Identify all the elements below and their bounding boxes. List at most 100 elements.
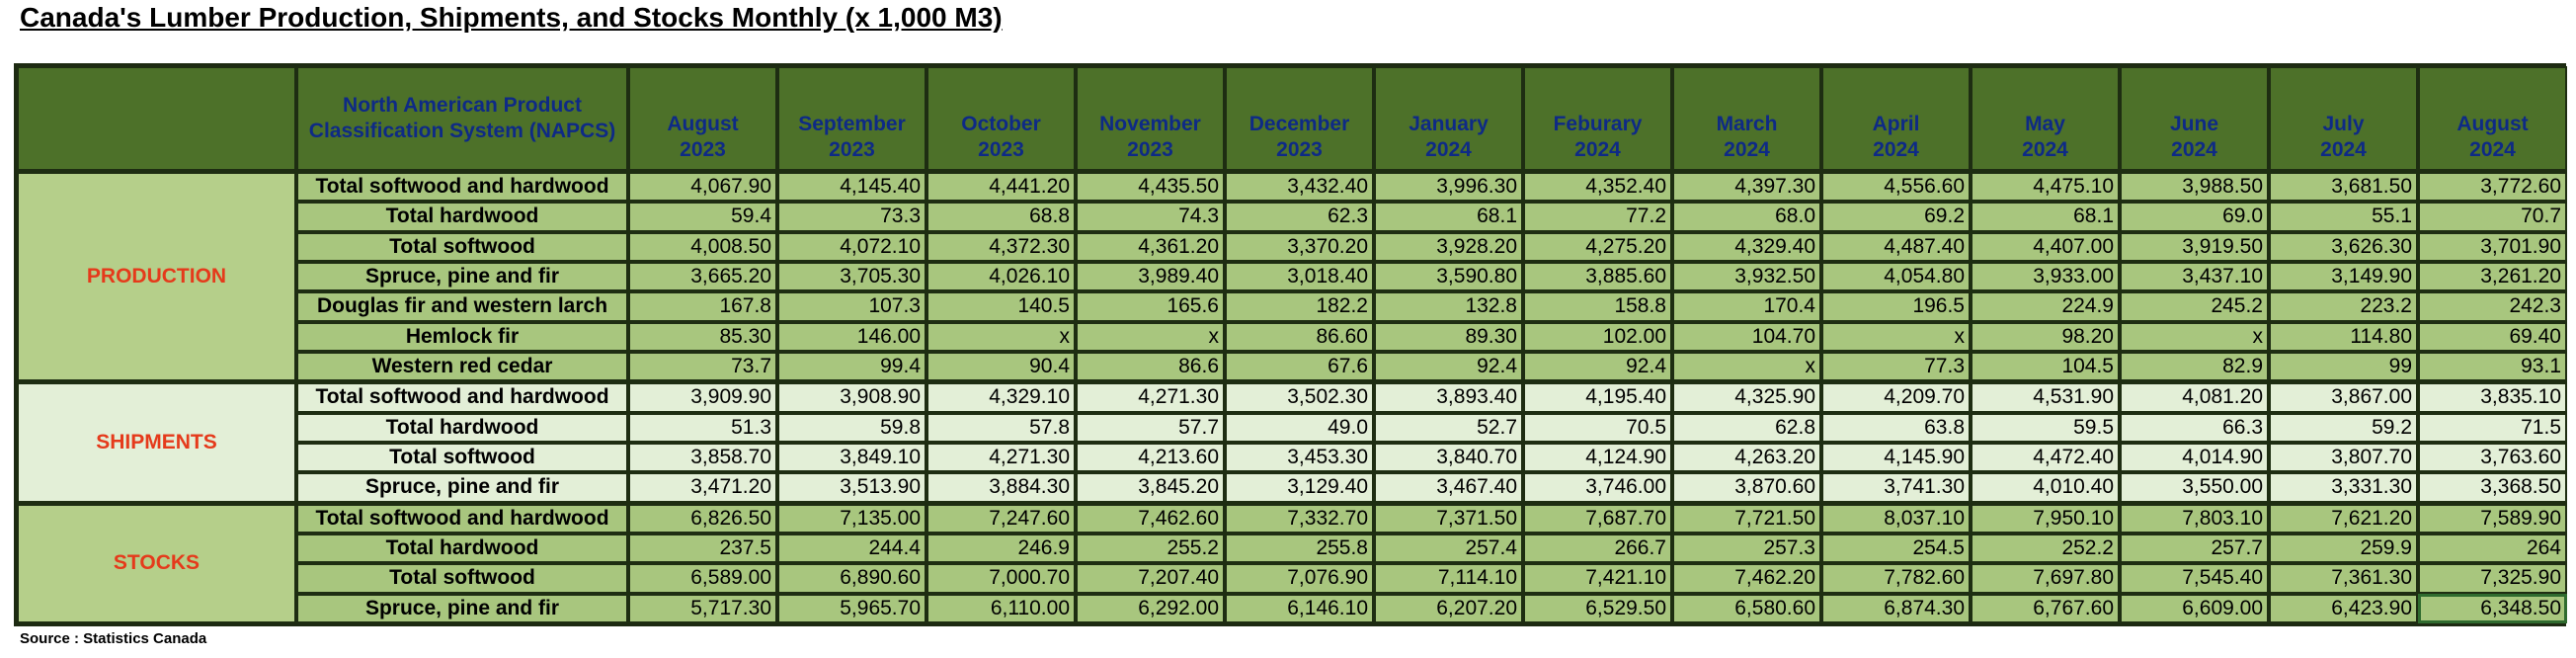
value-cell[interactable]: 3,840.70: [1374, 442, 1523, 473]
value-cell[interactable]: 140.5: [926, 291, 1076, 322]
value-cell[interactable]: 4,271.30: [1076, 381, 1225, 413]
value-cell[interactable]: 7,361.30: [2269, 563, 2418, 594]
value-cell[interactable]: 264: [2418, 534, 2567, 564]
value-cell[interactable]: 7,247.60: [926, 502, 1076, 534]
value-cell[interactable]: 7,687.70: [1523, 502, 1672, 534]
value-cell[interactable]: 66.3: [2120, 412, 2269, 443]
value-cell[interactable]: 3,471.20: [628, 472, 777, 503]
value-cell[interactable]: 7,462.20: [1672, 563, 1821, 594]
value-cell[interactable]: 3,261.20: [2418, 261, 2567, 292]
value-cell[interactable]: 3,772.60: [2418, 171, 2567, 203]
value-cell[interactable]: 4,010.40: [1971, 472, 2120, 503]
value-cell[interactable]: 4,026.10: [926, 261, 1076, 292]
value-cell[interactable]: 3,701.90: [2418, 231, 2567, 262]
value-cell[interactable]: 4,008.50: [628, 231, 777, 262]
value-cell[interactable]: 257.3: [1672, 534, 1821, 564]
value-cell[interactable]: 77.3: [1821, 351, 1971, 382]
value-cell[interactable]: 62.3: [1225, 202, 1374, 232]
value-cell[interactable]: 70.7: [2418, 202, 2567, 232]
value-cell[interactable]: 245.2: [2120, 291, 2269, 322]
value-cell[interactable]: 255.2: [1076, 534, 1225, 564]
value-cell[interactable]: 4,475.10: [1971, 171, 2120, 203]
value-cell[interactable]: 3,665.20: [628, 261, 777, 292]
value-cell[interactable]: 85.30: [628, 321, 777, 352]
value-cell[interactable]: 167.8: [628, 291, 777, 322]
value-cell[interactable]: 196.5: [1821, 291, 1971, 322]
value-cell[interactable]: 3,908.90: [777, 381, 926, 413]
value-cell[interactable]: 4,067.90: [628, 171, 777, 203]
value-cell[interactable]: 165.6: [1076, 291, 1225, 322]
value-cell[interactable]: 182.2: [1225, 291, 1374, 322]
value-cell[interactable]: 242.3: [2418, 291, 2567, 322]
value-cell[interactable]: 3,870.60: [1672, 472, 1821, 503]
value-cell[interactable]: 4,435.50: [1076, 171, 1225, 203]
value-cell[interactable]: 4,352.40: [1523, 171, 1672, 203]
value-cell[interactable]: 3,368.50: [2418, 472, 2567, 503]
value-cell[interactable]: 3,741.30: [1821, 472, 1971, 503]
value-cell[interactable]: 246.9: [926, 534, 1076, 564]
value-cell[interactable]: x: [2120, 321, 2269, 352]
value-cell[interactable]: 257.4: [1374, 534, 1523, 564]
value-cell[interactable]: 3,513.90: [777, 472, 926, 503]
value-cell[interactable]: 3,550.00: [2120, 472, 2269, 503]
value-cell[interactable]: 5,717.30: [628, 593, 777, 623]
value-cell[interactable]: 4,209.70: [1821, 381, 1971, 413]
value-cell[interactable]: 3,919.50: [2120, 231, 2269, 262]
value-cell[interactable]: 107.3: [777, 291, 926, 322]
value-cell[interactable]: x: [926, 321, 1076, 352]
value-cell[interactable]: 6,146.10: [1225, 593, 1374, 623]
value-cell[interactable]: 3,885.60: [1523, 261, 1672, 292]
value-cell[interactable]: 104.5: [1971, 351, 2120, 382]
value-cell[interactable]: 4,329.40: [1672, 231, 1821, 262]
value-cell[interactable]: 68.8: [926, 202, 1076, 232]
value-cell[interactable]: 7,076.90: [1225, 563, 1374, 594]
value-cell[interactable]: 4,145.90: [1821, 442, 1971, 473]
value-cell[interactable]: 3,867.00: [2269, 381, 2418, 413]
value-cell[interactable]: 4,014.90: [2120, 442, 2269, 473]
value-cell[interactable]: 73.3: [777, 202, 926, 232]
value-cell[interactable]: 4,072.10: [777, 231, 926, 262]
value-cell[interactable]: 170.4: [1672, 291, 1821, 322]
value-cell[interactable]: 252.2: [1971, 534, 2120, 564]
value-cell[interactable]: 7,589.90: [2418, 502, 2567, 534]
value-cell[interactable]: 3,437.10: [2120, 261, 2269, 292]
value-cell[interactable]: 68.1: [1971, 202, 2120, 232]
value-cell[interactable]: 4,441.20: [926, 171, 1076, 203]
value-cell[interactable]: 6,292.00: [1076, 593, 1225, 623]
value-cell[interactable]: 92.4: [1523, 351, 1672, 382]
selected-value-cell[interactable]: 6,348.50: [2418, 593, 2567, 623]
value-cell[interactable]: 7,782.60: [1821, 563, 1971, 594]
value-cell[interactable]: 6,826.50: [628, 502, 777, 534]
value-cell[interactable]: 86.6: [1076, 351, 1225, 382]
value-cell[interactable]: 6,874.30: [1821, 593, 1971, 623]
value-cell[interactable]: 4,124.90: [1523, 442, 1672, 473]
value-cell[interactable]: 4,271.30: [926, 442, 1076, 473]
value-cell[interactable]: 55.1: [2269, 202, 2418, 232]
value-cell[interactable]: 224.9: [1971, 291, 2120, 322]
value-cell[interactable]: 4,361.20: [1076, 231, 1225, 262]
value-cell[interactable]: 74.3: [1076, 202, 1225, 232]
value-cell[interactable]: 3,989.40: [1076, 261, 1225, 292]
value-cell[interactable]: 6,207.20: [1374, 593, 1523, 623]
value-cell[interactable]: 3,893.40: [1374, 381, 1523, 413]
value-cell[interactable]: 7,332.70: [1225, 502, 1374, 534]
value-cell[interactable]: 98.20: [1971, 321, 2120, 352]
value-cell[interactable]: 7,803.10: [2120, 502, 2269, 534]
value-cell[interactable]: 6,580.60: [1672, 593, 1821, 623]
value-cell[interactable]: x: [1821, 321, 1971, 352]
value-cell[interactable]: 3,681.50: [2269, 171, 2418, 203]
value-cell[interactable]: 6,767.60: [1971, 593, 2120, 623]
value-cell[interactable]: x: [1076, 321, 1225, 352]
value-cell[interactable]: 3,849.10: [777, 442, 926, 473]
value-cell[interactable]: 70.5: [1523, 412, 1672, 443]
value-cell[interactable]: 3,746.00: [1523, 472, 1672, 503]
value-cell[interactable]: 73.7: [628, 351, 777, 382]
value-cell[interactable]: 59.5: [1971, 412, 2120, 443]
value-cell[interactable]: 7,207.40: [1076, 563, 1225, 594]
value-cell[interactable]: 3,467.40: [1374, 472, 1523, 503]
value-cell[interactable]: 4,275.20: [1523, 231, 1672, 262]
value-cell[interactable]: 3,807.70: [2269, 442, 2418, 473]
value-cell[interactable]: 3,432.40: [1225, 171, 1374, 203]
value-cell[interactable]: 4,329.10: [926, 381, 1076, 413]
value-cell[interactable]: 90.4: [926, 351, 1076, 382]
